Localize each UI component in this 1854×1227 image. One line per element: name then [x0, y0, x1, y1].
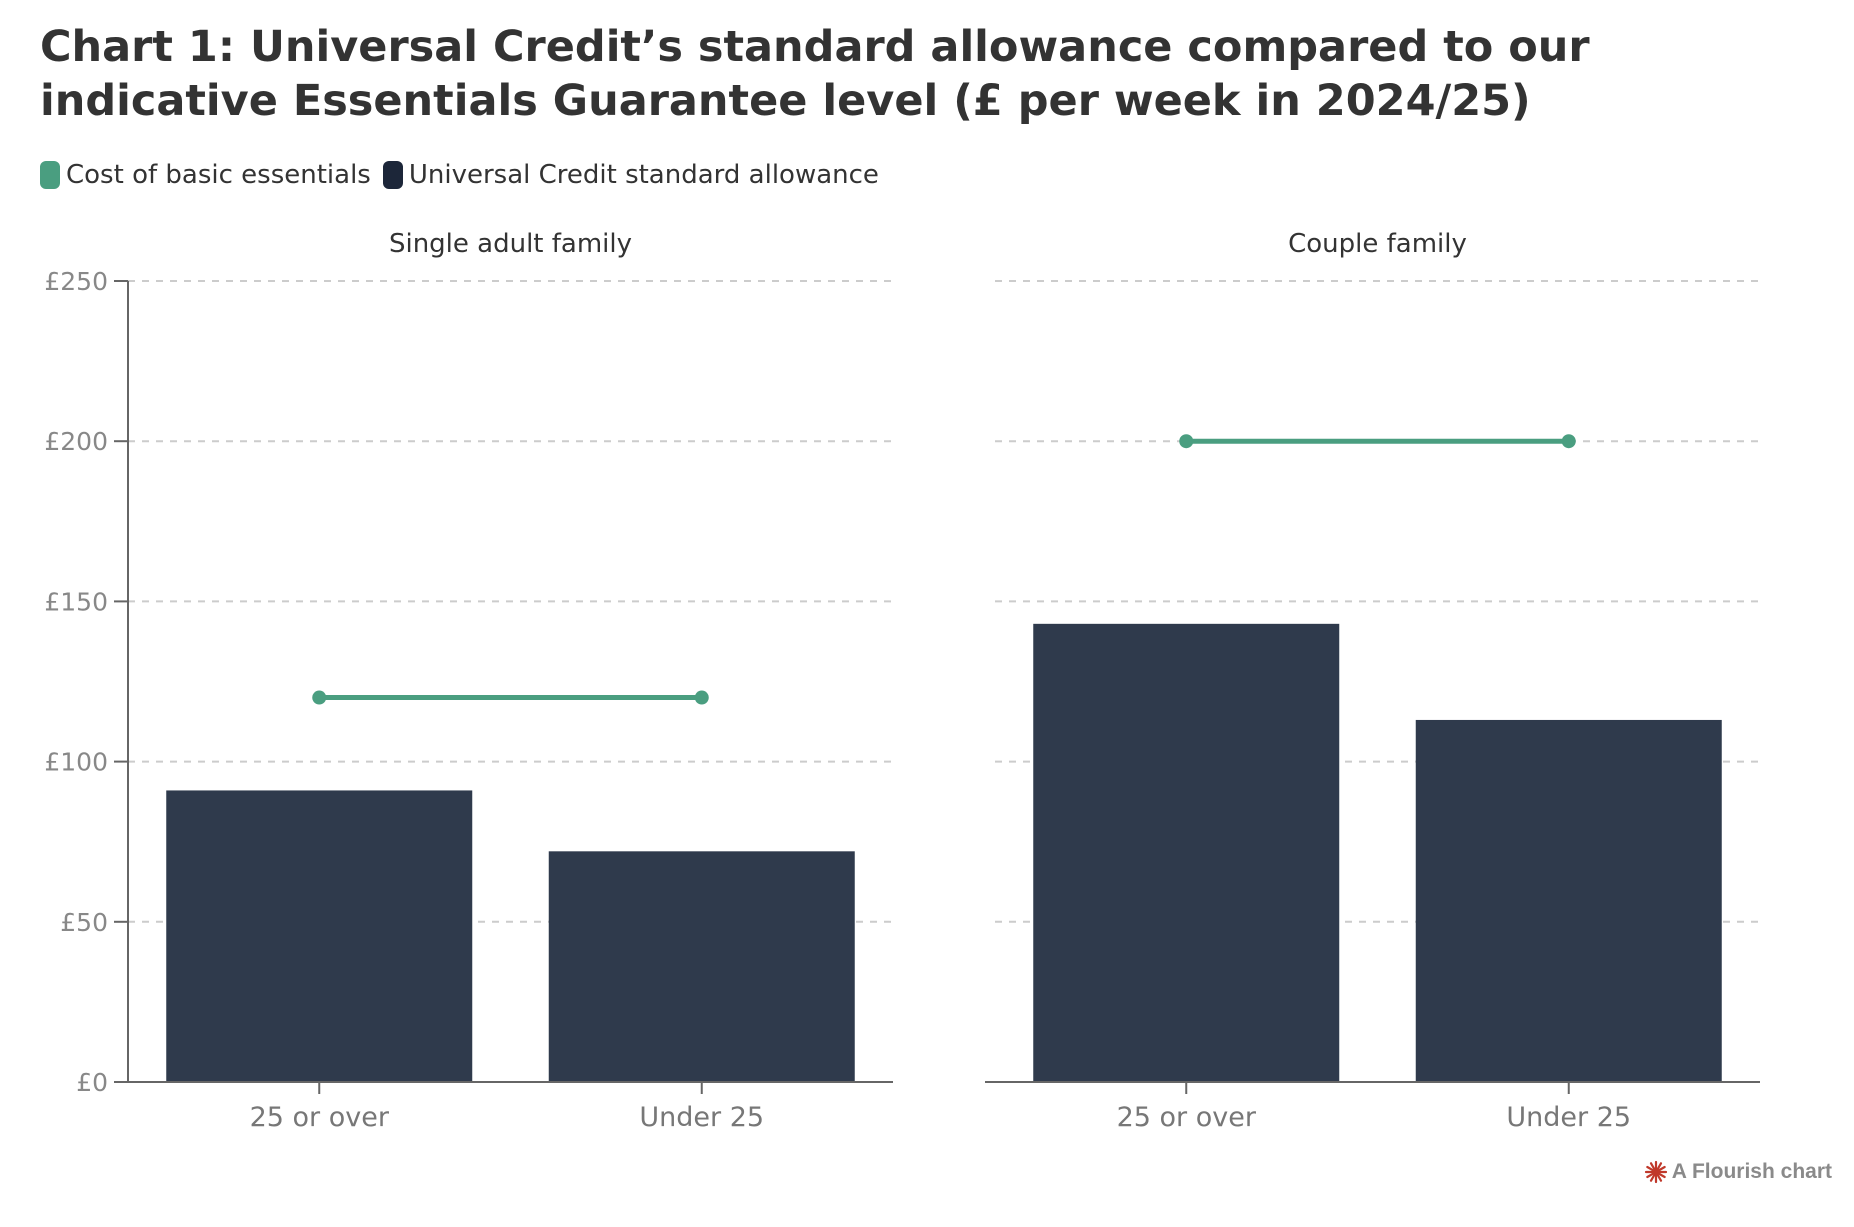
x-tick-label: Under 25 — [639, 1102, 764, 1133]
legend-item-universal-credit[interactable]: Universal Credit standard allowance — [382, 160, 879, 190]
bar[interactable] — [1033, 623, 1340, 1082]
legend-swatch-universal-credit — [382, 161, 403, 189]
panel-title: Single adult family — [389, 229, 632, 259]
legend-label-essentials: Cost of basic essentials — [66, 160, 371, 190]
flourish-credit-label: A Flourish chart — [1671, 1160, 1832, 1183]
legend-label-universal-credit: Universal Credit standard allowance — [408, 160, 879, 190]
y-tick-label: £100 — [44, 748, 108, 777]
chart-title: Chart 1: Universal Credit’s standard all… — [40, 22, 1590, 126]
essentials-point[interactable] — [312, 690, 327, 705]
flourish-logo-icon — [1644, 1160, 1667, 1184]
legend-swatch-essentials — [40, 161, 60, 189]
essentials-point[interactable] — [694, 690, 709, 705]
x-tick-label: 25 or over — [1117, 1102, 1257, 1133]
bar[interactable] — [1415, 719, 1722, 1082]
y-tick-label: £200 — [44, 427, 108, 456]
x-tick-label: Under 25 — [1506, 1102, 1631, 1133]
x-tick-label: 25 or over — [250, 1102, 390, 1133]
y-tick-label: £0 — [76, 1068, 108, 1097]
bar[interactable] — [166, 790, 473, 1082]
legend-item-essentials[interactable]: Cost of basic essentials — [40, 160, 371, 190]
bar[interactable] — [548, 851, 855, 1082]
legend: Cost of basic essentials Universal Credi… — [40, 160, 891, 190]
panel-title: Couple family — [1288, 229, 1467, 259]
y-tick-label: £50 — [60, 908, 108, 937]
essentials-point[interactable] — [1179, 434, 1194, 449]
y-tick-label: £250 — [44, 267, 108, 296]
essentials-point[interactable] — [1561, 434, 1576, 449]
flourish-credit[interactable]: A Flourish chart — [1644, 1160, 1832, 1184]
y-tick-label: £150 — [44, 587, 108, 616]
